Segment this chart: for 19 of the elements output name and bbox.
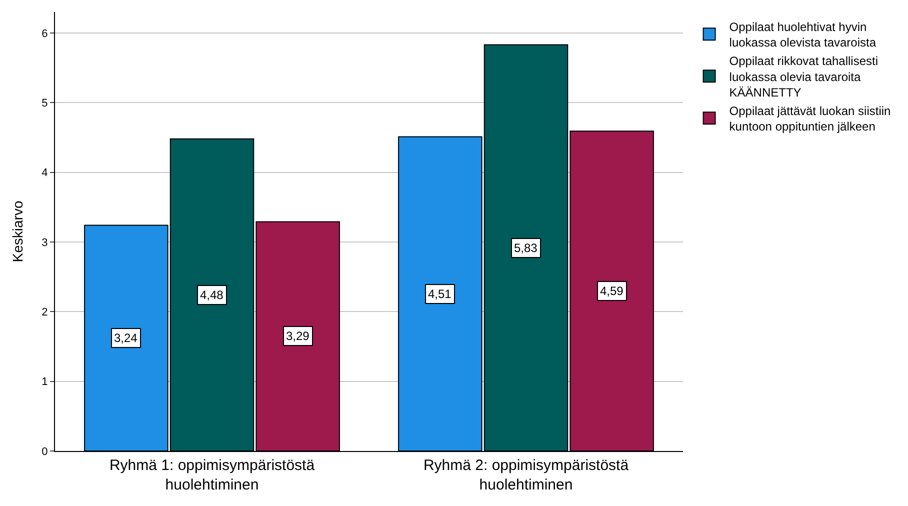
y-tick-label: 0	[42, 446, 48, 458]
data-label: 4,51	[428, 287, 452, 301]
data-label: 5,83	[514, 241, 538, 255]
data-label: 4,48	[200, 288, 224, 302]
data-label: 4,59	[600, 284, 624, 298]
y-tick-label: 3	[42, 236, 48, 249]
y-tick-label: 2	[42, 306, 48, 318]
legend-label: Oppilaat jättävät luokan siistiin kuntoon oppituntien jälkeen	[729, 104, 891, 134]
x-tick-label: Ryhmä 2: oppimisympäristöstä huolehtiminen	[423, 457, 630, 494]
data-label: 3,24	[114, 331, 138, 345]
data-label: 3,29	[286, 329, 310, 343]
legend-label: Oppilaat huolehtivat hyvin luokassa olevista tavaroista	[729, 20, 876, 50]
y-tick-label: 1	[42, 376, 48, 388]
y-tick-label: 6	[42, 28, 48, 40]
x-tick-label: Ryhmä 1: oppimisympäristöstä huolehtiminen	[109, 457, 316, 494]
legend-label: Oppilaat rikkovat tahallisesti luokassa olevia tavaroita KÄÄNNETTY	[729, 54, 878, 100]
y-tick-label: 4	[42, 167, 48, 180]
y-axis-title: Keskiarvo	[9, 200, 26, 262]
y-tick-label: 5	[42, 97, 48, 110]
